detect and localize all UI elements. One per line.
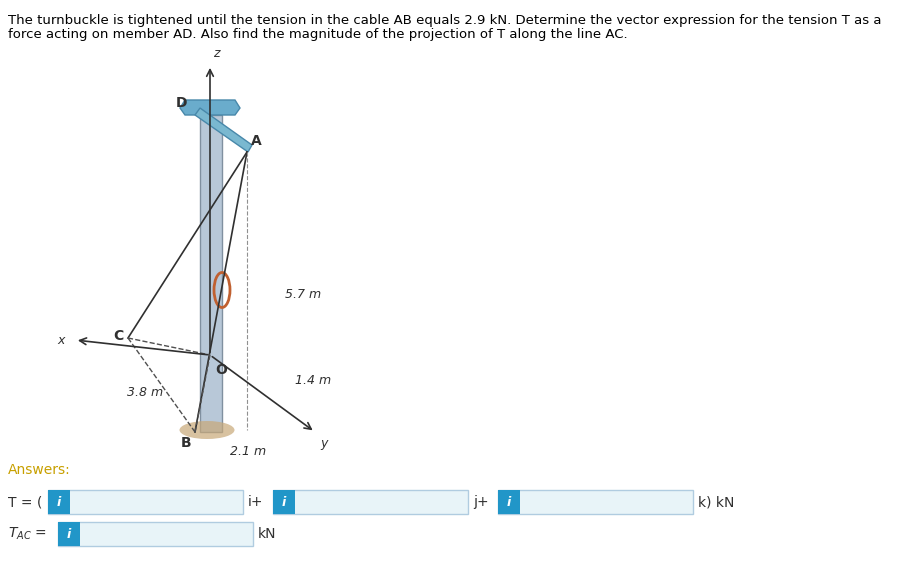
FancyBboxPatch shape xyxy=(273,490,468,514)
Text: i: i xyxy=(67,528,72,541)
Text: $T_{AC}$ =: $T_{AC}$ = xyxy=(8,526,47,542)
FancyBboxPatch shape xyxy=(498,490,693,514)
Ellipse shape xyxy=(180,421,235,439)
FancyBboxPatch shape xyxy=(58,522,253,546)
Text: Answers:: Answers: xyxy=(8,463,71,477)
Text: y: y xyxy=(320,437,327,450)
Text: i: i xyxy=(507,495,511,508)
Text: 1.4 m: 1.4 m xyxy=(295,374,331,387)
Text: O: O xyxy=(215,363,226,377)
Text: C: C xyxy=(114,329,124,343)
Text: force acting on member AD. Also find the magnitude of the projection of T along : force acting on member AD. Also find the… xyxy=(8,28,627,41)
Polygon shape xyxy=(180,100,240,115)
FancyBboxPatch shape xyxy=(48,490,243,514)
Text: A: A xyxy=(251,134,261,148)
Text: k) kN: k) kN xyxy=(698,495,735,509)
Text: T = (: T = ( xyxy=(8,495,42,509)
Polygon shape xyxy=(200,115,222,432)
Text: 2.1 m: 2.1 m xyxy=(230,445,266,458)
Text: B: B xyxy=(181,436,191,450)
Polygon shape xyxy=(195,108,252,152)
Text: 3.8 m: 3.8 m xyxy=(127,385,163,398)
Text: i: i xyxy=(282,495,286,508)
Text: 5.7 m: 5.7 m xyxy=(285,289,321,302)
FancyBboxPatch shape xyxy=(48,490,70,514)
Text: i: i xyxy=(57,495,61,508)
Text: i+: i+ xyxy=(248,495,263,509)
Text: j+: j+ xyxy=(473,495,489,509)
Text: The turnbuckle is tightened until the tension in the cable AB equals 2.9 kN. Det: The turnbuckle is tightened until the te… xyxy=(8,14,881,27)
FancyBboxPatch shape xyxy=(273,490,295,514)
Text: z: z xyxy=(213,47,219,60)
Text: x: x xyxy=(58,333,65,346)
Text: D: D xyxy=(175,96,187,110)
FancyBboxPatch shape xyxy=(58,522,80,546)
FancyBboxPatch shape xyxy=(498,490,520,514)
Text: kN: kN xyxy=(258,527,277,541)
